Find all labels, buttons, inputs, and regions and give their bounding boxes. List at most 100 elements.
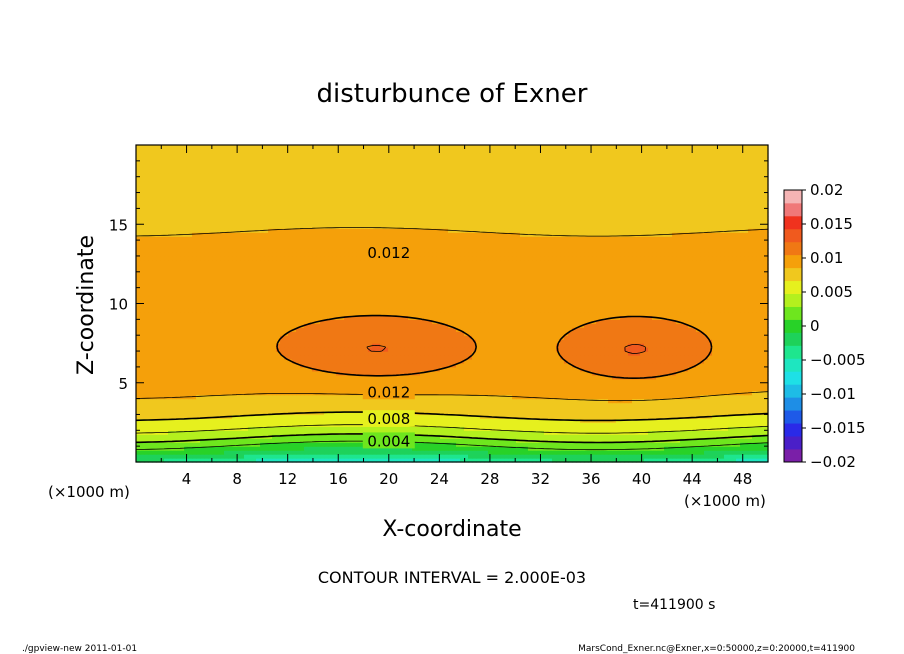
field-cell <box>388 446 393 451</box>
field-cell <box>588 442 593 447</box>
field-cell <box>504 426 509 431</box>
field-cell <box>736 450 741 455</box>
field-cell <box>548 402 553 408</box>
field-cell <box>220 386 225 392</box>
field-cell <box>728 390 733 396</box>
field-cell <box>504 355 509 360</box>
field-cell <box>176 410 181 416</box>
field-cell <box>240 390 245 396</box>
field-cell <box>556 394 561 400</box>
field-cell <box>512 390 517 396</box>
field-cell <box>596 422 601 427</box>
field-cell <box>444 430 449 435</box>
field-cell <box>728 378 733 384</box>
field-cell <box>400 355 405 360</box>
field-cell <box>524 339 529 344</box>
field-cell <box>164 366 169 372</box>
field-cell <box>472 378 477 384</box>
field-cell <box>224 446 229 451</box>
field-cell <box>508 382 513 388</box>
field-cell <box>260 366 265 372</box>
field-cell <box>560 458 565 463</box>
field-cell <box>700 426 705 431</box>
field-cell <box>732 358 737 364</box>
field-cell <box>268 410 273 416</box>
field-cell <box>184 351 189 356</box>
field-cell <box>356 418 361 423</box>
field-cell <box>712 410 717 416</box>
field-cell <box>604 450 609 455</box>
field-cell <box>540 402 545 408</box>
field-cell <box>428 347 433 352</box>
field-cell <box>764 434 769 439</box>
field-cell <box>416 394 421 400</box>
field-cell <box>736 374 741 380</box>
field-cell <box>464 347 469 352</box>
field-cell <box>308 402 313 408</box>
field-cell <box>756 422 761 427</box>
field-cell <box>368 339 373 344</box>
field-cell <box>280 370 285 376</box>
field-cell <box>608 450 613 455</box>
field-cell <box>264 374 269 380</box>
field-cell <box>596 430 601 435</box>
field-cell <box>204 358 209 364</box>
field-cell <box>592 339 597 344</box>
field-cell <box>460 355 465 360</box>
field-cell <box>420 414 425 420</box>
field-cell <box>432 335 437 340</box>
field-cell <box>244 406 249 412</box>
field-cell <box>736 422 741 427</box>
field-cell <box>336 339 341 344</box>
field-cell <box>552 406 557 412</box>
field-cell <box>728 406 733 412</box>
field-cell <box>292 351 297 356</box>
field-cell <box>404 402 409 408</box>
field-cell <box>388 374 393 380</box>
field-cell <box>348 339 353 344</box>
field-cell <box>448 402 453 408</box>
field-cell <box>420 438 425 443</box>
field-cell <box>636 358 641 364</box>
field-cell <box>532 347 537 352</box>
field-cell <box>292 362 297 368</box>
field-cell <box>680 454 685 459</box>
field-cell <box>624 442 629 447</box>
field-cell <box>152 390 157 396</box>
field-cell <box>504 390 509 396</box>
field-cell <box>140 362 145 368</box>
field-cell <box>180 402 185 408</box>
field-cell <box>176 339 181 344</box>
field-cell <box>228 374 233 380</box>
field-cell <box>444 378 449 384</box>
field-cell <box>232 370 237 376</box>
field-cell <box>224 347 229 352</box>
field-cell <box>284 458 289 463</box>
field-cell <box>144 339 149 344</box>
field-cell <box>652 370 657 376</box>
field-cell <box>424 446 429 451</box>
field-cell <box>492 358 497 364</box>
field-cell <box>528 386 533 392</box>
field-cell <box>272 450 277 455</box>
field-cell <box>644 402 649 408</box>
field-cell <box>652 390 657 396</box>
field-cell <box>612 406 617 412</box>
field-cell <box>628 434 633 439</box>
field-cell <box>548 410 553 416</box>
field-cell <box>252 438 257 443</box>
field-cell <box>484 418 489 423</box>
field-cell <box>616 390 621 396</box>
field-cell <box>476 358 481 364</box>
field-cell <box>572 378 577 384</box>
field-cell <box>216 446 221 451</box>
field-cell <box>304 358 309 364</box>
field-cell <box>612 454 617 459</box>
field-cell <box>520 422 525 427</box>
field-cell <box>480 394 485 400</box>
field-cell <box>492 398 497 404</box>
field-cell <box>588 362 593 368</box>
field-cell <box>288 426 293 431</box>
field-cell <box>688 414 693 420</box>
field-cell <box>264 358 269 364</box>
